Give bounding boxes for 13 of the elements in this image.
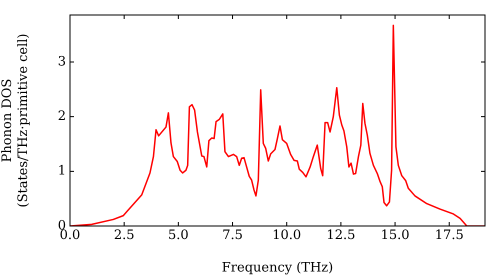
- x-tick-label: 15.0: [380, 228, 410, 244]
- y-tick-label: 3: [58, 54, 66, 70]
- x-tick-label: 2.5: [114, 228, 135, 244]
- y-tick-label: 2: [58, 109, 66, 124]
- x-tick-label: 10.0: [272, 228, 302, 244]
- y-axis-title: Phonon DOS (States/THz·primitive cell): [0, 33, 31, 208]
- x-tick-label: 12.5: [326, 228, 356, 244]
- x-tick-label: 5.0: [168, 228, 189, 244]
- x-tick-label: 7.5: [222, 228, 243, 244]
- x-tick-label: 0.0: [60, 228, 80, 244]
- x-axis-title: Frequency (THz): [222, 260, 334, 276]
- y-tick-label: 1: [58, 164, 66, 179]
- x-tick-label: 17.5: [434, 228, 464, 244]
